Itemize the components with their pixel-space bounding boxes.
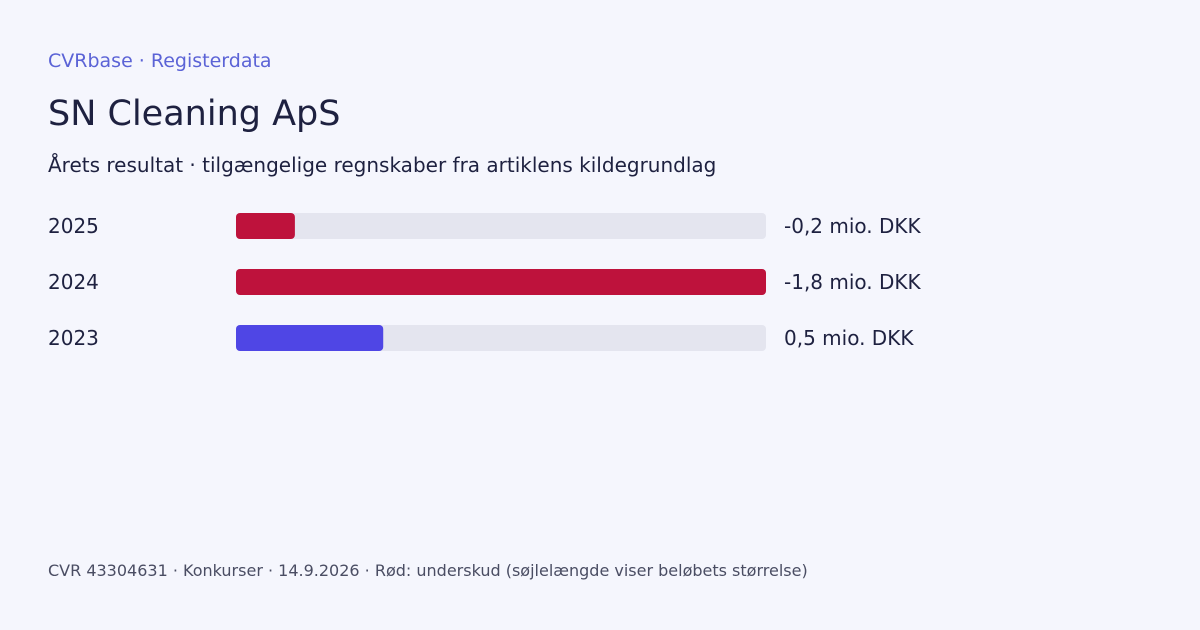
deficit-bar — [236, 269, 766, 295]
year-label: 2025 — [48, 214, 99, 238]
footer-note: CVR 43304631 · Konkurser · 14.9.2026 · R… — [48, 561, 808, 580]
company-title: SN Cleaning ApS — [48, 94, 341, 134]
deficit-bar — [236, 213, 295, 239]
value-label: -0,2 mio. DKK — [784, 214, 922, 238]
value-label: -1,8 mio. DKK — [784, 270, 922, 294]
surplus-bar — [236, 325, 384, 351]
chart-subtitle: Årets resultat · tilgængelige regnskaber… — [48, 153, 717, 177]
year-label: 2024 — [48, 270, 99, 294]
brand-label: CVRbase · Registerdata — [48, 50, 272, 72]
bar-track — [236, 213, 766, 239]
year-label: 2023 — [48, 326, 99, 350]
value-label: 0,5 mio. DKK — [784, 326, 914, 350]
